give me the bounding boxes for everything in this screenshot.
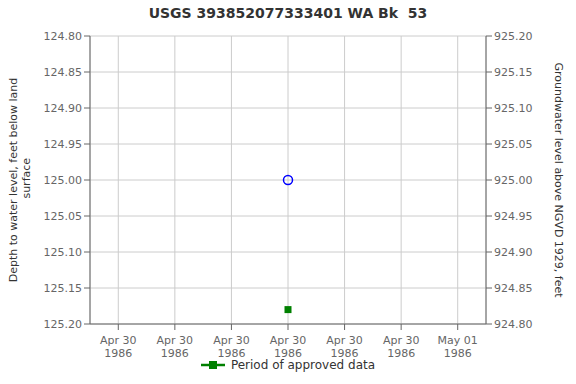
svg-text:924.95: 924.95 [494,210,533,223]
svg-text:925.20: 925.20 [494,30,533,43]
svg-text:125.15: 125.15 [44,282,83,295]
svg-text:124.85: 124.85 [44,66,83,79]
svg-text:124.95: 124.95 [44,138,83,151]
html-text:Groundwater level above NGVD 1: Groundwater level above NGVD 1929, feet [551,62,565,298]
html-text:Depth to water level, feet bel: Depth to water level, feet below land su… [7,77,33,283]
svg-text:125.10: 125.10 [44,246,83,259]
svg-text:925.00: 925.00 [494,174,533,187]
svg-text:124.80: 124.80 [44,30,83,43]
svg-text:Apr 301986: Apr 301986 [270,334,307,360]
svg-text:125.05: 125.05 [44,210,83,223]
svg-text:925.05: 925.05 [494,138,533,151]
svg-text:Apr 301986: Apr 301986 [100,334,137,360]
svg-text:125.20: 125.20 [44,318,83,331]
svg-text:925.15: 925.15 [494,66,533,79]
svg-text:Apr 301986: Apr 301986 [326,334,363,360]
svg-text:Apr 301986: Apr 301986 [157,334,194,360]
svg-text:May 011986: May 011986 [438,334,478,360]
html-text:Period of approved data: Period of approved data [230,358,376,372]
svg-text:924.90: 924.90 [494,246,533,259]
svg-text:125.00: 125.00 [44,174,83,187]
svg-text:924.85: 924.85 [494,282,533,295]
svg-text:Apr 301986: Apr 301986 [213,334,250,360]
html-text:USGS 393852077333401 WA Bk 53: USGS 393852077333401 WA Bk 53 [148,5,428,21]
svg-text:924.80: 924.80 [494,318,533,331]
svg-text:Apr 301986: Apr 301986 [383,334,420,360]
svg-text:925.10: 925.10 [494,102,533,115]
svg-text:124.90: 124.90 [44,102,83,115]
